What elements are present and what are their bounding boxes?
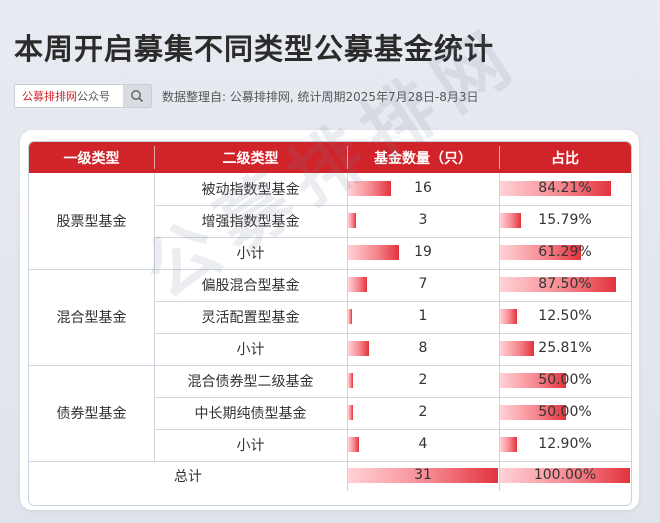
secondary-type-cell: 小计 (236, 342, 265, 358)
secondary-type-cell: 灵活配置型基金 (201, 310, 300, 326)
secondary-type-cell: 中长期纯债型基金 (194, 406, 307, 422)
search-box[interactable]: 公募排排网 公众号 (14, 84, 152, 108)
column-header: 二级类型 (154, 142, 347, 173)
count-bar (348, 373, 354, 388)
column-divider (499, 173, 500, 491)
secondary-type-cell: 增强指数型基金 (201, 214, 300, 230)
row-divider (154, 237, 631, 238)
row-divider (154, 301, 631, 302)
count-value: 19 (414, 244, 432, 260)
search-icon (131, 90, 144, 103)
count-bar (348, 245, 399, 260)
group-divider (29, 269, 631, 270)
secondary-type-cell: 小计 (236, 246, 265, 262)
count-value: 2 (418, 372, 428, 388)
count-bar (348, 277, 367, 292)
pct-bar (500, 213, 521, 228)
row-divider (154, 429, 631, 430)
secondary-type-cell: 小计 (236, 438, 265, 454)
count-value: 1 (418, 308, 428, 324)
count-value: 3 (418, 212, 428, 228)
count-value: 8 (418, 340, 428, 356)
source-note: 数据整理自: 公募排排网, 统计周期2025年7月28日-8月3日 (162, 90, 479, 104)
pct-value: 15.79% (538, 212, 592, 228)
page-title: 本周开启募集不同类型公募基金统计 (14, 32, 495, 66)
primary-type-cell: 债券型基金 (56, 406, 127, 422)
pct-bar (500, 277, 616, 292)
total-pct-bar (500, 468, 630, 483)
secondary-type-cell: 偏股混合型基金 (201, 278, 300, 294)
header-divider (154, 146, 155, 169)
column-divider (154, 173, 155, 461)
pct-bar (500, 437, 518, 452)
count-bar (348, 341, 370, 356)
row-divider (154, 333, 631, 334)
pct-bar (500, 245, 581, 260)
pct-value: 84.21% (538, 180, 592, 196)
count-value: 4 (418, 436, 428, 452)
pct-bar (500, 181, 612, 196)
row-divider (154, 205, 631, 206)
pct-bar (500, 341, 535, 356)
secondary-type-cell: 被动指数型基金 (201, 182, 300, 198)
secondary-type-cell: 混合债券型二级基金 (187, 374, 314, 390)
count-bar (348, 437, 359, 452)
total-count-bar (348, 468, 498, 483)
pct-value: 61.29% (538, 244, 592, 260)
table-card: 一级类型 二级类型 基金数量（只） 占比被动指数型基金 16 84.21% 增强指数型基金 3… (20, 130, 639, 510)
pct-value: 25.81% (538, 340, 592, 356)
pct-value: 12.50% (538, 308, 592, 324)
pct-value: 87.50% (538, 276, 592, 292)
pct-value: 12.90% (538, 436, 592, 452)
column-header: 一级类型 (29, 142, 154, 173)
total-label: 总计 (174, 469, 202, 485)
count-value: 2 (418, 404, 428, 420)
header-divider (499, 146, 500, 169)
count-bar (348, 213, 357, 228)
total-count-value: 31 (414, 467, 432, 483)
count-value: 16 (414, 180, 432, 196)
count-bar (348, 181, 391, 196)
primary-type-cell: 股票型基金 (56, 214, 127, 230)
group-divider (29, 461, 631, 462)
pct-value: 50.00% (538, 372, 592, 388)
primary-type-cell: 混合型基金 (56, 310, 127, 326)
pct-value: 50.00% (538, 404, 592, 420)
column-header: 占比 (499, 142, 631, 173)
search-button[interactable] (123, 85, 151, 107)
pct-bar (500, 405, 566, 420)
column-header: 基金数量（只） (347, 142, 499, 173)
column-divider (347, 173, 348, 491)
count-value: 7 (418, 276, 428, 292)
fund-table: 一级类型 二级类型 基金数量（只） 占比被动指数型基金 16 84.21% 增强指数型基金 3… (28, 141, 632, 506)
count-bar (348, 309, 352, 324)
count-bar (348, 405, 354, 420)
pct-bar (500, 373, 566, 388)
group-divider (29, 365, 631, 366)
search-suffix: 公众号 (77, 90, 110, 103)
row-divider (154, 397, 631, 398)
header-divider (347, 146, 348, 169)
total-pct-value: 100.00% (533, 467, 597, 483)
pct-bar (500, 309, 517, 324)
search-brand: 公募排排网 (22, 90, 77, 103)
